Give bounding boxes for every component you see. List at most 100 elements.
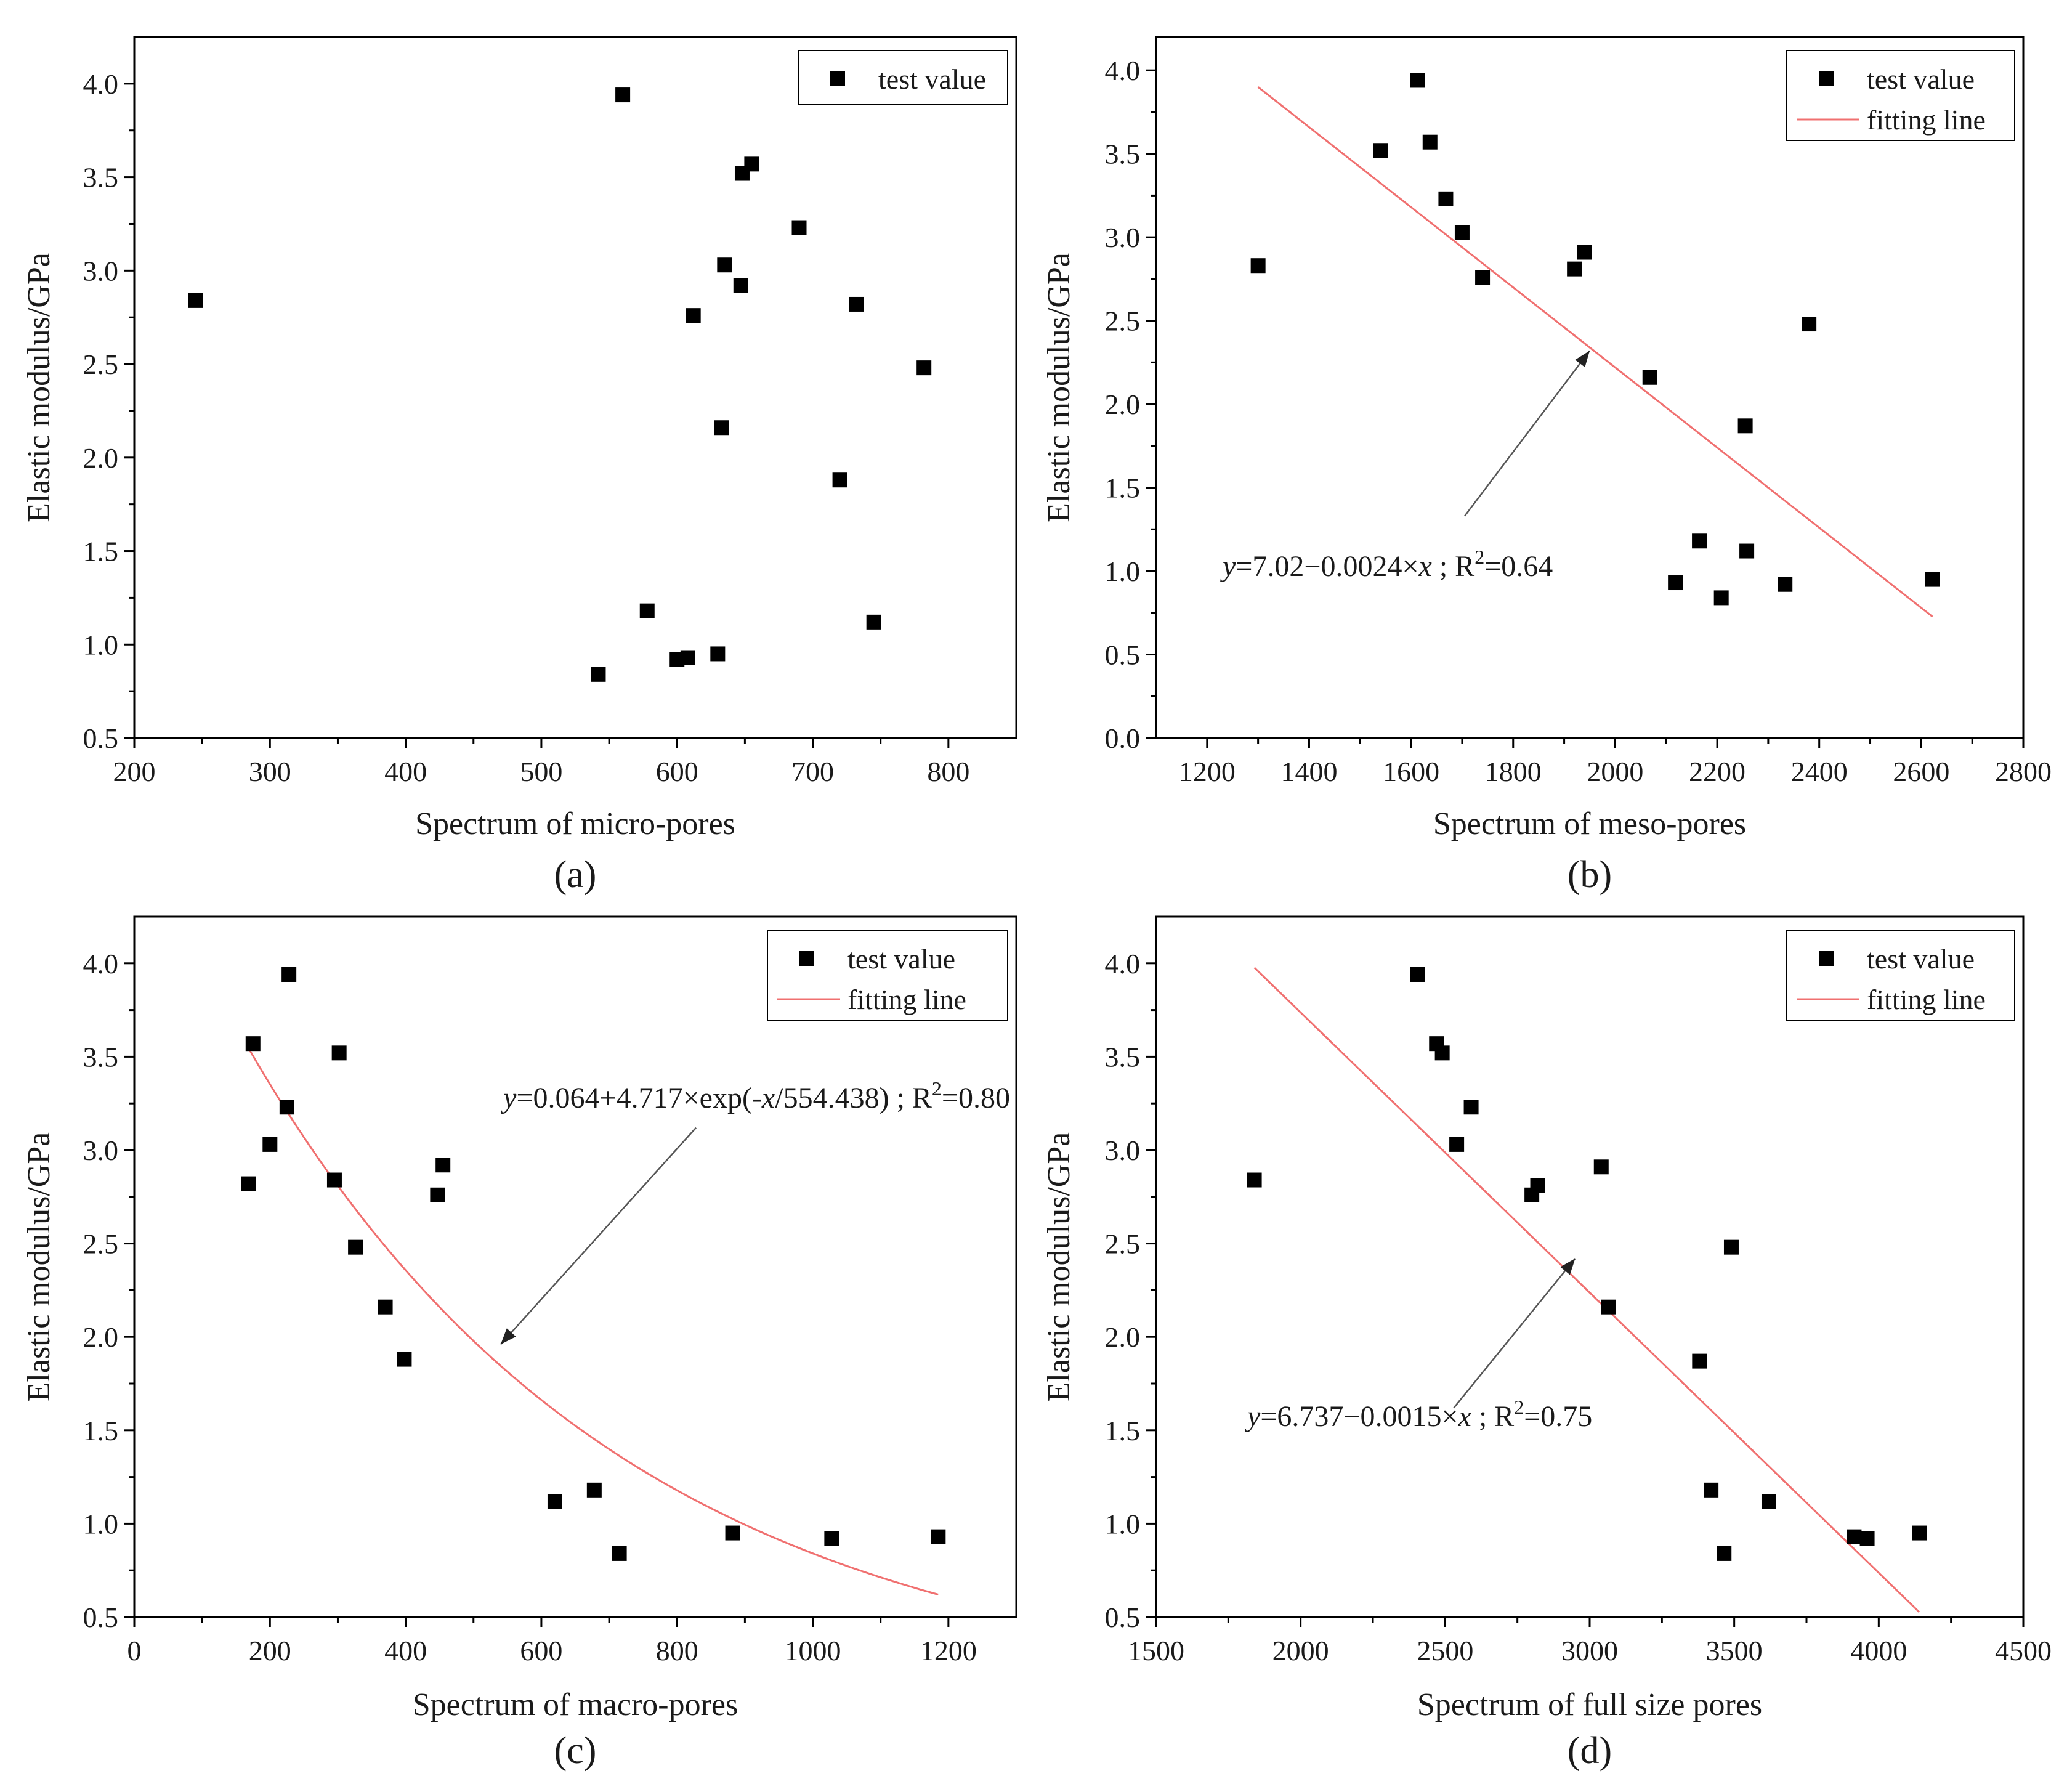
data-point — [1250, 258, 1266, 274]
data-point — [435, 1158, 451, 1173]
x-tick-label: 200 — [113, 756, 156, 787]
panel-label: (c) — [554, 1730, 597, 1772]
plot-frame — [1155, 36, 2025, 739]
y-tick-label: 0.0 — [1105, 723, 1141, 754]
data-point — [586, 1482, 602, 1498]
y-tick-label: 1.0 — [1105, 1508, 1141, 1539]
data-point — [1778, 577, 1793, 592]
annotation-arrowhead — [500, 1328, 516, 1345]
data-point — [916, 360, 932, 376]
plot-frame — [1155, 915, 2025, 1618]
data-point — [262, 1137, 278, 1152]
data-point — [612, 1546, 627, 1561]
data-point — [1925, 572, 1940, 587]
equation-y-var: y — [1244, 1400, 1261, 1433]
fitting-line — [249, 1049, 939, 1595]
data-point — [430, 1187, 445, 1202]
plot-frame — [133, 915, 1017, 1618]
y-axis-label: Elastic modulus/GPa — [22, 1132, 57, 1402]
data-point — [714, 420, 729, 436]
y-tick-label: 4.0 — [83, 948, 119, 979]
y-tick-label: 4.0 — [1105, 948, 1141, 979]
y-tick-label: 1.0 — [83, 1508, 119, 1539]
data-point — [744, 156, 759, 172]
x-tick-label: 200 — [249, 1635, 291, 1666]
x-tick-label: 2600 — [1893, 756, 1949, 787]
x-tick-label: 2000 — [1587, 756, 1643, 787]
data-point — [1438, 191, 1454, 206]
equation-r2-value: =0.80 — [942, 1082, 1010, 1114]
panel-label: (b) — [1568, 854, 1612, 896]
data-point — [1247, 1172, 1262, 1188]
y-tick-label: 2.5 — [83, 349, 119, 380]
legend: test value fitting line — [1786, 930, 2015, 1021]
y-tick-label: 2.5 — [1105, 1228, 1141, 1260]
y-tick-label: 2.5 — [83, 1228, 119, 1260]
x-tick-label: 800 — [656, 1635, 698, 1666]
x-tick-label: 800 — [927, 756, 969, 787]
y-tick-label: 0.5 — [1105, 1602, 1141, 1633]
chart-panel-d: 1500 2000 2500 3000 3500 4000 4500 0.5 1.0 1.5 2.0… — [1042, 915, 2052, 1772]
data-point — [725, 1525, 740, 1541]
y-tick-label: 2.5 — [1105, 306, 1141, 337]
y-tick-label: 4.0 — [83, 68, 119, 100]
data-point — [931, 1529, 946, 1544]
equation-r2-prefix: ; R — [1432, 550, 1474, 583]
data-point — [245, 1036, 261, 1052]
data-point — [733, 278, 748, 293]
x-tick-label: 1400 — [1280, 756, 1337, 787]
panel-label: (a) — [554, 854, 597, 896]
equation-x-var: x — [761, 1082, 775, 1114]
x-tick-label: 3000 — [1561, 1635, 1618, 1666]
y-tick-label: 3.5 — [83, 1041, 119, 1072]
data-point — [639, 603, 655, 618]
legend: test value — [798, 50, 1008, 105]
data-point — [1530, 1178, 1545, 1193]
equation-body: =0.064+4.717×exp(- — [516, 1082, 761, 1114]
data-point — [1802, 317, 1817, 332]
data-point — [1668, 575, 1683, 591]
legend-marker-swatch — [799, 951, 814, 966]
x-tick-label: 2000 — [1272, 1635, 1329, 1666]
annotation-arrowhead — [1560, 1258, 1576, 1275]
fitting-line — [1257, 86, 1933, 618]
equation-y-var: y — [1220, 550, 1236, 583]
data-point — [1454, 225, 1470, 240]
legend-label: fitting line — [1867, 984, 1986, 1015]
data-point — [331, 1045, 347, 1061]
x-tick-label: 2400 — [1791, 756, 1848, 787]
data-point — [279, 1100, 294, 1115]
data-point — [1692, 1353, 1707, 1369]
x-tick-label: 2500 — [1417, 1635, 1473, 1666]
y-tick-label: 3.5 — [83, 162, 119, 193]
x-tick-label: 1500 — [1128, 1635, 1184, 1666]
y-tick-label: 2.0 — [1105, 1321, 1141, 1353]
data-point — [281, 967, 297, 982]
x-tick-label: 600 — [656, 756, 698, 787]
equation-x-var: x — [1458, 1400, 1471, 1433]
data-point — [791, 220, 807, 235]
data-point — [188, 293, 203, 308]
plot-frame — [133, 36, 1017, 739]
annotation-arrow — [1453, 1258, 1576, 1409]
x-tick-label: 4000 — [1850, 1635, 1907, 1666]
data-point — [1859, 1531, 1875, 1546]
data-point — [1593, 1159, 1609, 1175]
legend-label: fitting line — [1867, 104, 1986, 136]
fit-equation: y=7.02−0.0024×x ; R2=0.64 — [1220, 546, 1553, 583]
panel-label: (d) — [1568, 1730, 1612, 1772]
data-point — [547, 1494, 562, 1509]
data-point — [397, 1352, 412, 1367]
x-tick-label: 0 — [127, 1635, 142, 1666]
x-tick-label: 4500 — [1995, 1635, 2052, 1666]
x-tick-label: 400 — [384, 1635, 427, 1666]
x-tick-label: 300 — [249, 756, 291, 787]
annotation-arrowhead — [1575, 351, 1590, 368]
x-axis-label: Spectrum of meso-pores — [1433, 806, 1746, 841]
fit-equation: y=0.064+4.717×exp(-x/554.438) ; R2=0.80 — [500, 1077, 1010, 1114]
y-tick-label: 1.5 — [1105, 1415, 1141, 1446]
y-tick-label: 2.0 — [1105, 389, 1141, 420]
data-point — [1723, 1239, 1739, 1255]
x-axis-label: Spectrum of micro-pores — [415, 806, 735, 841]
legend-box — [1786, 930, 2015, 1021]
